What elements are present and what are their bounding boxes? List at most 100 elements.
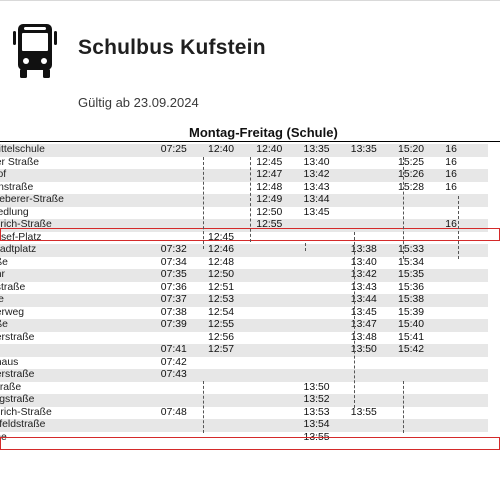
departure-time [301,219,349,232]
departure-time: 13:42 [348,269,397,282]
departure-time: 13:42 [301,169,349,182]
departure-time [443,319,488,332]
departure-time [396,369,444,382]
departure-time [396,356,444,369]
departure-time: 15:33 [396,244,444,257]
departure-time: 15:35 [396,269,444,282]
departure-time: 12:53 [206,294,254,307]
departure-time: 07:34 [158,256,207,269]
bus-icon [13,24,57,78]
departure-time: 16 [443,181,488,194]
departure-time [301,344,349,357]
departure-time [348,181,397,194]
departure-time: 16 [443,156,488,169]
departure-time [396,231,444,244]
departure-time: 16 [443,169,488,182]
departure-time: 12:40 [253,144,302,157]
departure-time: 07:38 [158,306,207,319]
departure-time [443,369,488,382]
departure-time: 12:46 [206,244,254,257]
departure-time [348,219,397,232]
stop-name: hstraße [0,281,159,294]
departure-time: 12:49 [253,194,302,207]
departure-time [443,194,488,207]
departure-time [301,294,349,307]
departure-time [158,181,207,194]
departure-time: 12:54 [206,306,254,319]
departure-time [206,219,254,232]
stop-name: Mittelschule [0,144,159,157]
departure-time [253,356,302,369]
departure-time [301,306,349,319]
departure-time [253,256,302,269]
departure-time [348,381,397,394]
departure-time [396,381,444,394]
departure-time [206,169,254,182]
departure-time: 12:55 [253,219,302,232]
stop-name: aße [0,319,159,332]
departure-time [348,169,397,182]
departure-time [253,331,302,344]
departure-time [396,194,444,207]
departure-time [158,156,207,169]
departure-time [253,381,302,394]
departure-time [443,306,488,319]
day-header: Montag-Freitag (Schule) [189,125,338,140]
table-row: Straße 13:50 [0,381,488,394]
stop-name: Sieberer-Straße [0,194,159,207]
departure-time [301,256,349,269]
departure-time [253,231,302,244]
departure-time: 13:43 [348,281,397,294]
stop-name: gerstraße [0,369,159,382]
stop-name: Josef-Platz [0,231,159,244]
departure-time: 15:26 [396,169,444,182]
departure-time [158,331,207,344]
departure-time: 13:35 [301,144,349,157]
departure-time: 07:36 [158,281,207,294]
stop-name: siedlung [0,206,159,219]
departure-time: 12:45 [206,231,254,244]
departure-time [253,419,302,432]
departure-time: 12:50 [253,206,302,219]
table-row: -Erich-Straße 12:55 16 [0,219,488,232]
departure-time [206,394,254,407]
stop-name: Stadtplatz [0,244,159,257]
validity-date: Gültig ab 23.09.2024 [78,95,199,110]
stop-name: -Erich-Straße [0,406,159,419]
table-row: gerstraße07:43 [0,369,488,382]
departure-time: 13:50 [348,344,397,357]
departure-time [206,381,254,394]
departure-time [443,281,488,294]
departure-time: 16 [443,144,488,157]
departure-time: 13:35 [348,144,397,157]
departure-time: 16 [443,219,488,232]
departure-time: 07:39 [158,319,207,332]
stop-name: einstraße [0,181,159,194]
departure-time: 13:54 [301,419,349,432]
departure-time: 07:48 [158,406,207,419]
departure-time [348,156,397,169]
stop-name: Hof [0,169,159,182]
departure-time: 13:45 [301,206,349,219]
departure-time [348,394,397,407]
departure-time [443,294,488,307]
departure-time: 15:41 [396,331,444,344]
departure-time [443,431,488,444]
departure-time [301,319,349,332]
departure-time [348,206,397,219]
table-row: 07:41 12:57 13:50 15:42 [0,344,488,357]
departure-time [158,431,207,444]
departure-time [206,419,254,432]
departure-time: 15:42 [396,344,444,357]
departure-time [396,431,444,444]
departure-time [396,219,444,232]
departure-time [206,194,254,207]
